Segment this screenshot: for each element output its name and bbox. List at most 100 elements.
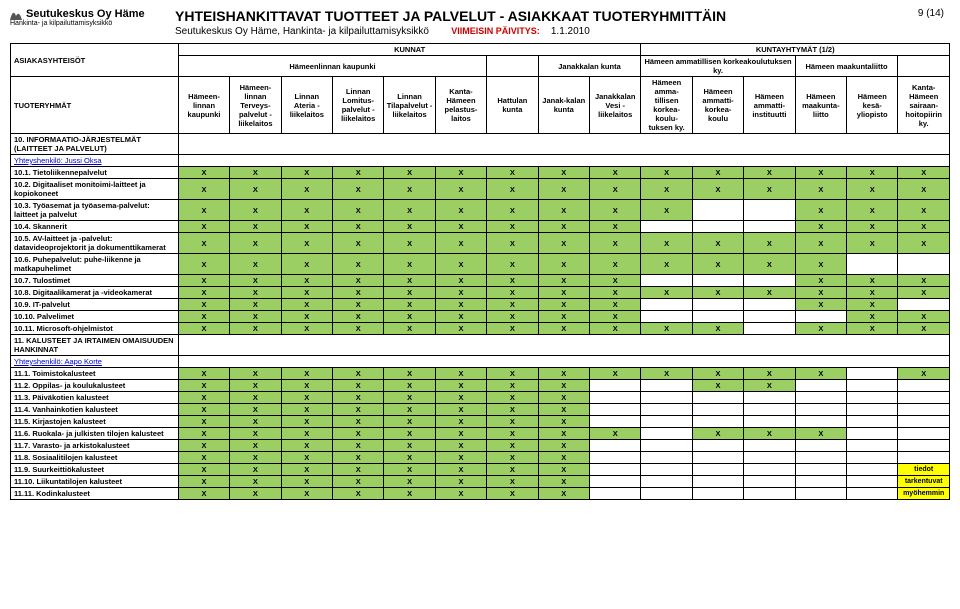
x-cell: X [538,368,589,380]
x-cell: X [281,476,332,488]
x-cell: X [538,476,589,488]
empty-cell [641,392,692,404]
x-cell: X [795,233,846,254]
page-number: 9 (14) [918,8,944,19]
x-cell: X [538,200,589,221]
x-cell: X [384,452,435,464]
x-cell: X [384,311,435,323]
empty-cell [847,404,898,416]
update-date: 1.1.2010 [551,26,590,37]
main-table: ASIAKASYHTEISÖT KUNNAT KUNTAYHTYMÄT (1/2… [10,43,950,500]
x-cell: X [384,488,435,500]
empty-cell [589,464,641,476]
x-cell: X [589,323,641,335]
x-cell: X [281,254,332,275]
x-cell: X [178,179,229,200]
x-cell: X [435,464,486,476]
x-cell: X [230,311,281,323]
logo-subtitle: Hankinta- ja kilpailuttamisyksikkö [10,20,165,27]
x-cell: X [281,404,332,416]
x-cell: X [795,200,846,221]
x-cell: X [333,440,384,452]
x-cell: X [487,311,538,323]
x-cell: X [333,368,384,380]
x-cell: X [384,167,435,179]
empty-cell [641,440,692,452]
subgroup-maakunta: Hämeen maakuntaliitto [795,56,898,77]
x-cell: X [281,440,332,452]
empty-cell [795,416,846,428]
x-cell: X [898,221,950,233]
x-cell: X [641,167,692,179]
empty-cell [847,464,898,476]
x-cell: X [847,233,898,254]
row-label: 11.11. Kodinkalusteet [11,488,179,500]
x-cell: X [847,167,898,179]
x-cell: X [589,311,641,323]
x-cell: X [178,287,229,299]
x-cell: X [487,275,538,287]
x-cell: X [692,380,743,392]
x-cell: X [795,287,846,299]
empty-cell [589,380,641,392]
x-cell: X [230,440,281,452]
x-cell: X [487,233,538,254]
x-cell: X [281,488,332,500]
x-cell: X [435,221,486,233]
x-cell: X [795,428,846,440]
empty-cell [744,221,795,233]
x-cell: X [589,368,641,380]
x-cell: X [487,254,538,275]
x-cell: X [281,200,332,221]
x-cell: X [589,167,641,179]
x-cell: X [178,368,229,380]
x-cell: X [589,179,641,200]
row-label: 10.6. Puhepalvelut: puhe-liikenne ja mat… [11,254,179,275]
empty-cell [641,275,692,287]
x-cell: X [589,200,641,221]
note-cell: tarkentuvat [898,476,950,488]
x-cell: X [795,368,846,380]
page-header: Seutukeskus Oy Häme Hankinta- ja kilpail… [10,8,950,37]
row-label: 11.3. Päiväkotien kalusteet [11,392,179,404]
empty-cell [692,299,743,311]
subgroup-janakkala: Janakkalan kunta [538,56,641,77]
x-cell: X [178,464,229,476]
section-head: 10. INFORMAATIO-JÄRJESTELMÄT (LAITTEET J… [11,134,179,155]
x-cell: X [538,440,589,452]
empty-cell [847,380,898,392]
x-cell: X [795,221,846,233]
page-title: YHTEISHANKITTAVAT TUOTTEET JA PALVELUT -… [175,8,950,24]
x-cell: X [384,380,435,392]
empty-cell [692,464,743,476]
empty-cell [692,404,743,416]
x-cell: X [333,323,384,335]
x-cell: X [435,428,486,440]
x-cell: X [435,287,486,299]
x-cell: X [384,179,435,200]
x-cell: X [538,287,589,299]
empty-cell [898,380,950,392]
x-cell: X [281,221,332,233]
empty-cell [641,404,692,416]
x-cell: X [641,368,692,380]
row-label: 10.1. Tietoliikennepalvelut [11,167,179,179]
x-cell: X [281,275,332,287]
empty-cell [692,416,743,428]
x-cell: X [281,311,332,323]
row-label: 10.11. Microsoft-ohjelmistot [11,323,179,335]
logo-name: Seutukeskus Oy Häme [10,8,165,20]
x-cell: X [847,287,898,299]
x-cell: X [487,287,538,299]
col-header-14: Kanta-Hämeen sairaan-hoitopiirin ky. [898,77,950,134]
header-titles: YHTEISHANKITTAVAT TUOTTEET JA PALVELUT -… [175,8,950,37]
col-header-9: Hämeen amma-tillisen korkea-koulu-tuksen… [641,77,692,134]
x-cell: X [898,200,950,221]
x-cell: X [384,428,435,440]
row-label: 11.6. Ruokala- ja julkisten tilojen kalu… [11,428,179,440]
x-cell: X [487,299,538,311]
x-cell: X [538,254,589,275]
x-cell: X [795,299,846,311]
row-label: 10.5. AV-laitteet ja -palvelut: datavide… [11,233,179,254]
empty-cell [847,488,898,500]
